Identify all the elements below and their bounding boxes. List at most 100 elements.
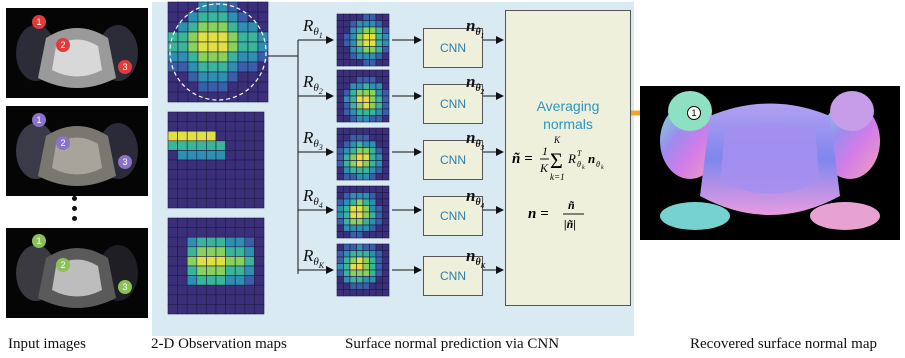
caption-input-images: Input images xyxy=(8,336,86,352)
map-cell xyxy=(362,160,370,168)
map-cell xyxy=(257,91,269,103)
map-cell xyxy=(362,205,370,213)
rotation-label-3: Rθ3 xyxy=(303,128,323,153)
map-cell xyxy=(362,185,370,193)
map-cell xyxy=(356,211,364,219)
map-cell xyxy=(362,69,370,77)
map-cell xyxy=(369,33,377,41)
rotated-map-4 xyxy=(336,185,390,239)
cnn-block-2: CNN xyxy=(423,84,483,124)
map-cell xyxy=(369,256,377,264)
map-cell xyxy=(356,127,364,135)
map-cell xyxy=(382,250,390,258)
map-cell xyxy=(375,89,383,97)
map-cell xyxy=(369,166,377,174)
map-cell xyxy=(375,211,383,219)
rotated-map-2 xyxy=(336,69,390,123)
map-cell xyxy=(349,173,357,181)
map-cell xyxy=(369,76,377,84)
map-cell xyxy=(362,46,370,54)
map-cell xyxy=(369,263,377,271)
map-cell xyxy=(336,69,344,77)
map-cell xyxy=(349,69,357,77)
map-cell xyxy=(369,185,377,193)
map-cell xyxy=(356,147,364,155)
observation-map-3 xyxy=(167,217,265,315)
map-cell xyxy=(382,134,390,142)
map-cell xyxy=(343,59,351,67)
map-cell xyxy=(336,95,344,103)
map-cell xyxy=(369,147,377,155)
marker-purple: 3 xyxy=(118,155,132,169)
map-cell xyxy=(375,39,383,47)
map-cell xyxy=(349,59,357,67)
map-cell xyxy=(375,140,383,148)
map-cell xyxy=(356,153,364,161)
map-cell xyxy=(349,13,357,21)
map-cell xyxy=(343,231,351,239)
map-cell xyxy=(382,127,390,135)
map-cell xyxy=(362,153,370,161)
map-cell xyxy=(356,250,364,258)
map-cell xyxy=(336,282,344,290)
map-cell xyxy=(369,46,377,54)
map-cell xyxy=(356,218,364,226)
map-cell xyxy=(382,198,390,206)
map-cell xyxy=(369,20,377,28)
map-cell xyxy=(336,140,344,148)
map-cell xyxy=(356,59,364,67)
map-cell xyxy=(356,46,364,54)
map-cell xyxy=(362,140,370,148)
averaging-line-1: Averaging xyxy=(536,98,600,114)
map-cell xyxy=(356,134,364,142)
map-cell xyxy=(362,289,370,297)
map-cell xyxy=(349,33,357,41)
marker-red: 1 xyxy=(32,15,46,29)
map-cell xyxy=(336,46,344,54)
map-cell xyxy=(349,192,357,200)
map-cell xyxy=(369,231,377,239)
map-cell xyxy=(362,243,370,251)
map-cell xyxy=(343,140,351,148)
marker-green: 1 xyxy=(32,234,46,248)
formula-term-n-sub: θ xyxy=(596,160,600,169)
formula-sum-bottom: k=1 xyxy=(550,172,565,182)
map-cell xyxy=(349,198,357,206)
map-cell xyxy=(336,256,344,264)
map-cell xyxy=(375,198,383,206)
map-cell xyxy=(375,224,383,232)
map-cell xyxy=(336,231,344,239)
map-cell xyxy=(382,95,390,103)
marker-red: 3 xyxy=(118,60,132,74)
map-cell xyxy=(349,140,357,148)
map-cell xyxy=(356,269,364,277)
cnn-block-3: CNN xyxy=(423,140,483,180)
map-cell xyxy=(369,108,377,116)
map-cell xyxy=(375,185,383,193)
map-cell xyxy=(356,185,364,193)
map-cell xyxy=(349,134,357,142)
map-cell xyxy=(343,282,351,290)
map-cell xyxy=(375,20,383,28)
map-cell xyxy=(382,243,390,251)
map-cell xyxy=(382,211,390,219)
map-cell xyxy=(369,39,377,47)
map-cell xyxy=(369,224,377,232)
map-cell xyxy=(343,26,351,34)
map-cell xyxy=(356,39,364,47)
map-cell xyxy=(382,39,390,47)
map-cell xyxy=(356,76,364,84)
map-cell xyxy=(382,82,390,90)
map-cell xyxy=(362,147,370,155)
map-cell xyxy=(369,140,377,148)
map-cell xyxy=(369,198,377,206)
averaging-line-2: normals xyxy=(543,116,593,132)
map-cell xyxy=(336,160,344,168)
map-cell xyxy=(349,82,357,90)
map-cell xyxy=(349,218,357,226)
averaging-box: Averaging normals xyxy=(505,10,631,306)
map-cell xyxy=(349,243,357,251)
rotation-label-4: Rθ4 xyxy=(303,186,323,211)
map-cell xyxy=(349,250,357,258)
map-cell xyxy=(382,13,390,21)
